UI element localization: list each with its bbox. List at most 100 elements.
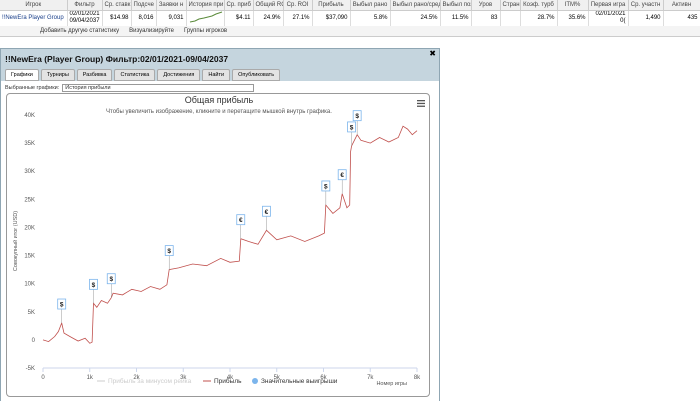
y-tick-label: 10K — [24, 282, 35, 288]
marker-label: $ — [355, 113, 359, 120]
column-header[interactable]: Активн — [663, 0, 700, 11]
chart-title: Общая прибыль — [185, 95, 254, 105]
stats-table: Игрок Фильтр Ср. ставк Подсче Заявки н Истори… — [0, 0, 700, 27]
cell: !!NewEra Player Group — [0, 10, 68, 27]
column-header[interactable]: Выбыл рано — [350, 0, 391, 11]
y-tick-label: 20K — [24, 225, 35, 231]
tab[interactable]: Достижения — [157, 69, 201, 81]
y-tick-label: 5K — [28, 310, 35, 316]
column-header[interactable]: ITM% — [557, 0, 589, 11]
x-tick-label: 4k — [227, 375, 234, 381]
marker-flag — [262, 205, 271, 217]
column-header[interactable]: Ср. ставк — [102, 0, 132, 11]
cell: 02/01/2021 0( — [588, 10, 629, 27]
cell: 24.9% — [253, 10, 284, 27]
marker-flag — [321, 180, 331, 192]
cell: 35.6% — [557, 10, 589, 27]
marker-label: $ — [167, 248, 171, 255]
cell: 9,031 — [156, 10, 187, 27]
y-tick-label: 30K — [24, 169, 35, 175]
x-tick-label: 5k — [274, 375, 281, 381]
groups-button[interactable]: Группы игроков — [184, 28, 228, 34]
column-header[interactable]: Общий RC — [253, 0, 284, 11]
chart: Общая прибыль Чтобы увеличить изображени… — [6, 93, 430, 397]
legend-item[interactable]: Значительные выигрыши — [261, 378, 338, 385]
cell: 28.7% — [520, 10, 558, 27]
y-axis-label: Совокупный итог (USD) — [12, 211, 19, 271]
close-button[interactable]: ✖ — [429, 49, 436, 58]
marker-flag — [89, 278, 98, 290]
marker-label: € — [340, 172, 344, 179]
marker-label: $ — [109, 276, 113, 283]
marker-flag — [337, 169, 347, 181]
column-header[interactable]: Стран — [500, 0, 521, 11]
column-header[interactable]: Ср. ROI — [283, 0, 313, 11]
column-header[interactable]: Выбыл рано/сред — [390, 0, 441, 11]
y-tick-label: 15K — [24, 254, 35, 260]
tab[interactable]: Турниры — [40, 69, 75, 81]
marker-flag — [106, 273, 116, 285]
tab[interactable]: Статистика — [114, 69, 156, 81]
tab[interactable]: Графики — [5, 69, 39, 81]
chart-subtitle: Чтобы увеличить изображение, кликните и … — [106, 108, 332, 115]
cell: $4.11 — [224, 10, 254, 27]
selector-dropdown[interactable]: История прибыли — [62, 84, 255, 92]
marker-label: $ — [350, 124, 354, 131]
cell — [500, 10, 521, 27]
marker-label: € — [265, 209, 269, 216]
x-tick-label: 0 — [41, 375, 45, 381]
tab[interactable]: Опубликовать — [232, 69, 281, 81]
y-tick-label: 25K — [24, 197, 35, 203]
tab[interactable]: Найти — [202, 69, 231, 81]
visualize-button[interactable]: Визуализируйте — [129, 28, 174, 34]
column-header[interactable]: Заявки н — [156, 0, 187, 11]
column-header[interactable]: Фильтр — [67, 0, 103, 11]
marker-flag — [347, 121, 356, 133]
cell: 11.5% — [440, 10, 472, 27]
cell: 1,490 — [628, 10, 664, 27]
marker-label: € — [239, 217, 243, 224]
cell: $14.98 — [102, 10, 132, 27]
y-tick-label: 0 — [32, 338, 36, 344]
x-tick-label: 2k — [133, 375, 140, 381]
tab[interactable]: Разбивка — [76, 69, 113, 81]
column-header[interactable]: Ср. приб — [224, 0, 254, 11]
cell: 24.5% — [390, 10, 441, 27]
add-stat-button[interactable]: Добавить другую статистику — [40, 28, 120, 34]
marker-label: $ — [324, 183, 328, 190]
legend-item[interactable]: Прибыль за минусом рейка — [108, 377, 192, 385]
column-header[interactable]: Игрок — [0, 0, 68, 11]
sparkline — [189, 11, 222, 22]
toolbar: Добавить другую статистику Визуализируйт… — [0, 26, 700, 37]
column-header[interactable]: Подсче — [131, 0, 157, 11]
cell — [186, 10, 225, 27]
y-tick-label: 40K — [24, 113, 35, 119]
x-tick-label: 8k — [414, 375, 421, 381]
window-title: !!NewEra (Player Group) Фильтр:02/01/202… — [5, 54, 229, 64]
legend-item[interactable]: Прибыль — [214, 377, 242, 385]
marker-flag — [236, 214, 246, 226]
cell: $37,090 — [312, 10, 351, 27]
cell: 5.8% — [350, 10, 391, 27]
marker-flag — [164, 245, 174, 257]
x-tick-label: 3k — [180, 375, 187, 381]
column-header[interactable]: История при — [186, 0, 225, 11]
marker-flag — [57, 298, 67, 310]
column-header[interactable]: Ср. участн — [628, 0, 664, 11]
column-header[interactable]: Первая игра — [588, 0, 629, 11]
marker-label: $ — [60, 302, 64, 309]
cell: 8,016 — [131, 10, 157, 27]
menu-icon[interactable] — [417, 100, 425, 107]
chart-selector: Выбранные графики: История прибыли — [5, 84, 255, 92]
x-tick-label: 1k — [87, 375, 94, 381]
y-tick-label: -5K — [26, 366, 35, 372]
column-header[interactable]: Коэф. турб — [520, 0, 558, 11]
column-header[interactable]: Выбыл позд — [440, 0, 472, 11]
x-tick-label: 6k — [320, 375, 327, 381]
cell: 02/01/2021 09/04/2037 — [67, 10, 103, 27]
column-header[interactable]: Прибыль — [312, 0, 351, 11]
legend-symbol — [252, 378, 258, 384]
column-header[interactable]: Уров — [471, 0, 501, 11]
cell: 83 — [471, 10, 501, 27]
